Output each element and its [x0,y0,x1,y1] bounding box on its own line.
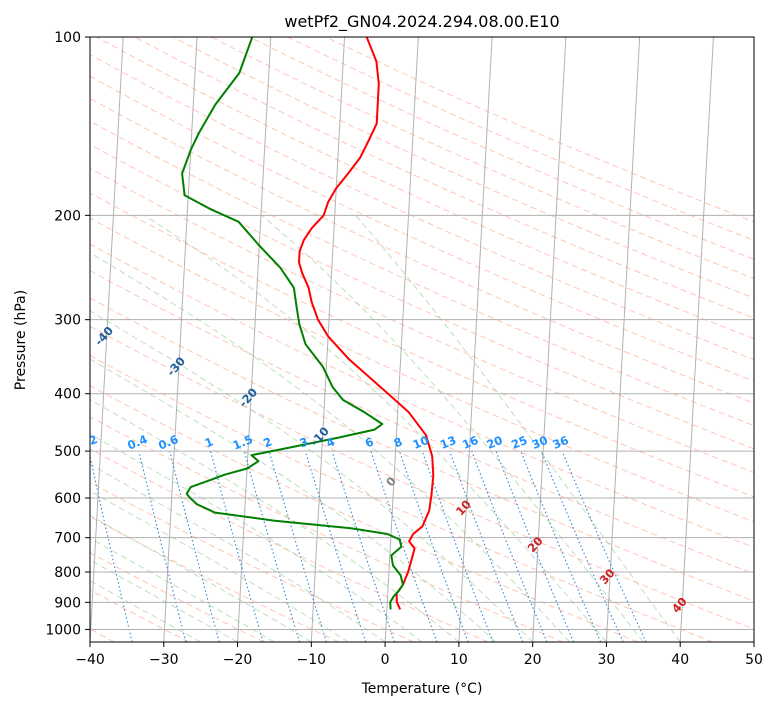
y-tick-label: 700 [54,531,81,547]
isotherm-line [679,37,714,642]
y-tick-label: 1000 [45,622,81,638]
moist-adiabat-line [90,463,386,642]
dry-adiabats [90,37,754,642]
y-axis-title: Pressure (hPa) [13,290,29,390]
sounding-series [181,37,435,610]
isotherm-line [605,37,641,642]
isotherm-line [532,37,567,642]
dry-adiabat-line [172,37,754,299]
mixing-ratio-line [540,450,624,642]
dry-adiabat-line [90,270,754,575]
mixing-ratio-line [209,450,264,642]
dry-adiabat-line [249,37,754,260]
moist-adiabat-line [90,358,497,642]
moist-adiabat-line [90,433,423,642]
mixing-ratio-line [138,450,187,642]
dry-adiabat-line [90,243,754,549]
x-tick-label: −40 [75,652,105,668]
mixing-ratio-label: 13 [438,433,458,452]
mixing-ratio-label: 30 [530,433,550,452]
y-tick-label: 900 [54,595,81,611]
moist-adiabat-line [90,537,275,642]
x-tick-label: 40 [671,652,689,668]
dry-adiabat-line [90,97,754,404]
y-tick-label: 200 [54,208,81,224]
y-tick-label: 600 [54,491,81,507]
chart-title: wetPf2_GN04.2024.294.08.00.E10 [284,12,559,32]
dry-adiabat-line [90,75,754,382]
isotherm-line [458,37,493,642]
moist-adiabat-line [90,490,349,642]
mixing-ratio-line [370,450,438,642]
moist-adiabat-line [90,514,312,642]
isotherm-line [237,37,272,642]
x-tick-label: 20 [524,652,542,668]
mixing-ratio-label: 16 [460,433,480,452]
mixing-ratio-label: 25 [509,433,529,452]
dry-adiabat-line [210,37,754,280]
mixing-ratio-line [304,450,367,642]
mixing-ratio-line [561,450,647,642]
mixing-ratio-label: 20 [484,433,504,452]
mixing-ratio-lines [90,450,647,642]
x-tick-label: −30 [149,652,179,668]
y-tick-label: 100 [54,30,81,46]
dry-adiabat-line [90,120,754,427]
mixing-ratio-label: 36 [551,433,571,452]
plot-background [90,37,754,642]
isotherm-line [90,37,124,642]
x-tick-label: 30 [598,652,616,668]
x-axis-title: Temperature (°C) [361,681,483,697]
isotherm-line [310,37,346,642]
x-tick-label: −20 [223,652,253,668]
mixing-ratio-line [169,450,220,642]
dry-adiabat-line [90,481,414,642]
moist-adiabat-line [90,310,534,642]
x-tick-label: 10 [450,652,468,668]
mixing-ratio-line [398,450,469,642]
mixing-ratio-line [90,453,133,642]
dry-adiabat-line [134,37,754,319]
isotherms [90,37,754,642]
mixing-ratio-label: 10 [411,433,431,452]
x-tick-label: −10 [297,652,327,668]
mixing-ratio-line [331,450,396,642]
y-tick-label: 300 [54,313,81,329]
plot-frame [89,36,755,643]
dry-adiabat-line [287,37,754,241]
moist-adiabat-line [261,214,644,642]
x-tick-label: 0 [381,652,390,668]
dry-adiabat-line [90,354,713,642]
dry-adiabat-line [90,53,754,361]
mixing-ratio-line [520,450,602,642]
isotherm-line [384,37,419,642]
mixing-ratio-line [268,450,327,642]
y-tick-label: 400 [54,387,81,403]
dry-adiabat-line [90,385,638,642]
mixing-ratio-label: 0.2 [75,432,99,453]
dry-adiabat-line [90,325,754,630]
y-tick-label: 800 [54,565,81,581]
dry-adiabat-line [96,37,754,340]
y-tick-label: 500 [54,444,81,460]
moist-adiabat-line [355,214,681,642]
axes: −40 −30 −20 −10 0 10 20 30 40 50 100 200 300 400 500 60… [45,30,763,668]
dewpoint-line [181,37,404,610]
pressure-gridlines [90,37,754,630]
x-tick-label: 50 [745,652,763,668]
isotherm-line [163,37,198,642]
mixing-ratio-line [243,450,301,642]
temperature-line [298,37,435,610]
